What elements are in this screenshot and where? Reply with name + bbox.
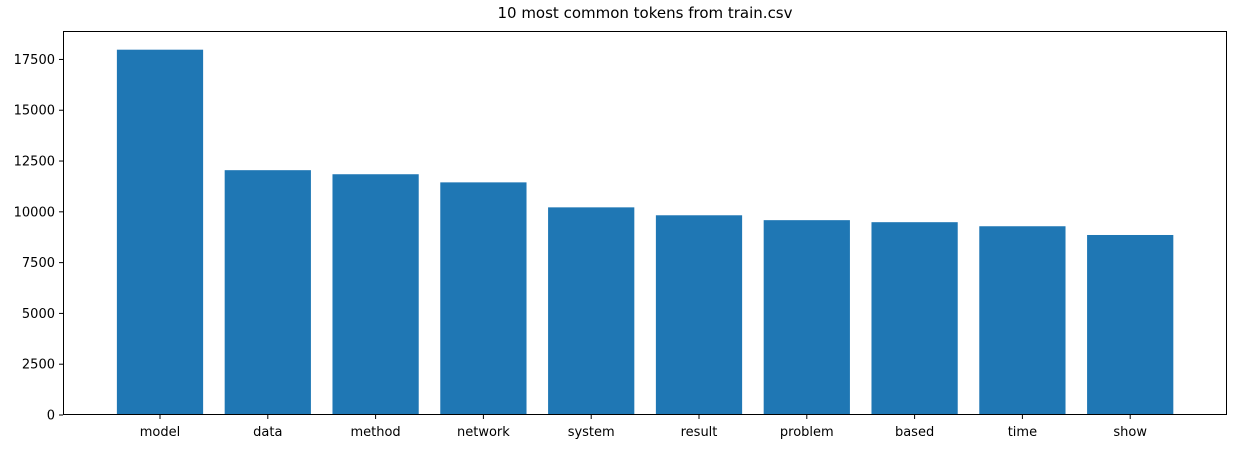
plot-frame — [63, 31, 1227, 415]
bar-result — [655, 215, 743, 415]
x-tick-label: result — [681, 425, 718, 440]
y-tick-label: 2500 — [22, 358, 55, 373]
y-tick-label: 5000 — [22, 307, 55, 322]
bar-problem — [763, 220, 850, 415]
x-tick-label: model — [140, 425, 180, 440]
bar-system — [548, 207, 635, 415]
x-tick-label: based — [895, 425, 934, 440]
bar-model — [116, 49, 204, 415]
y-tick-label: 17500 — [14, 53, 55, 68]
x-tick-label: time — [1008, 425, 1037, 440]
y-tick-label: 10000 — [14, 205, 55, 220]
bar-based — [871, 222, 958, 415]
x-tick-label: data — [253, 425, 282, 440]
x-tick-label: problem — [780, 425, 834, 440]
y-tick-label: 15000 — [14, 104, 55, 119]
x-tick-label: method — [350, 425, 400, 440]
bar-data — [224, 170, 311, 415]
y-tick-label: 12500 — [14, 155, 55, 170]
chart-title: 10 most common tokens from train.csv — [497, 4, 793, 22]
x-tick-label: system — [568, 425, 615, 440]
bar-method — [332, 174, 419, 415]
y-tick-label: 7500 — [22, 256, 55, 271]
x-tick-label: network — [457, 425, 510, 440]
bar-time — [979, 226, 1066, 415]
bar-show — [1087, 234, 1174, 415]
bar-network — [440, 182, 527, 415]
y-tick-label: 0 — [47, 409, 55, 424]
x-tick-label: show — [1113, 425, 1147, 440]
